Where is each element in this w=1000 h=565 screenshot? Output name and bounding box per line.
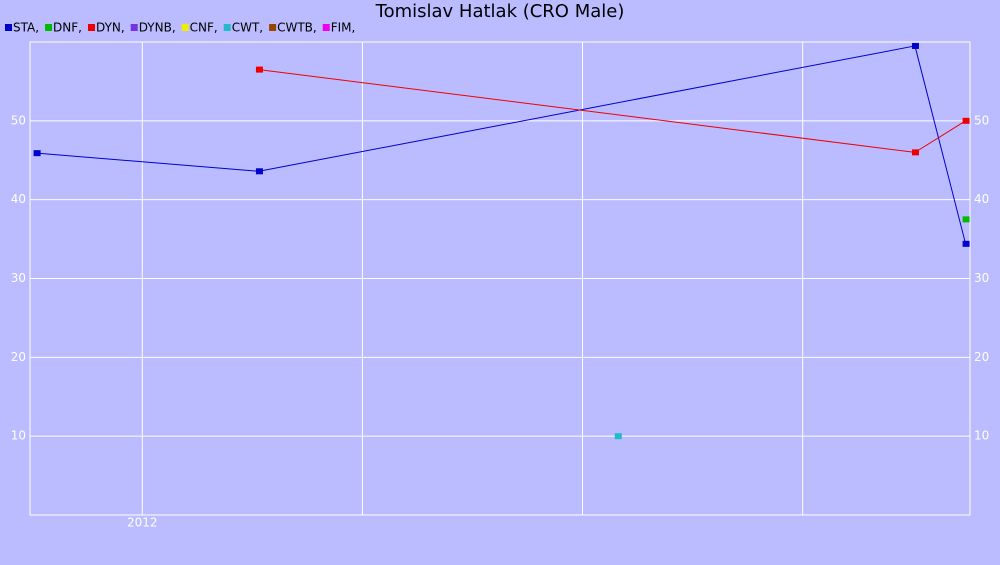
legend-label: DYN, [96,21,125,35]
point [962,216,970,223]
y-tick-label: 30 [11,271,26,285]
legend-swatch [269,24,277,31]
legend-label: CWTB, [277,21,317,35]
point [911,42,919,49]
legend-swatch [130,24,138,31]
point [614,433,622,440]
legend-label: CNF, [190,21,218,35]
y2-tick-label: 20 [974,350,989,364]
y2-tick-label: 10 [974,429,989,443]
y-tick-label: 20 [11,350,26,364]
legend-label: CWT, [232,21,263,35]
y-tick-label: 50 [11,113,26,127]
y-tick-label: 10 [11,429,26,443]
legend-label: STA, [13,21,39,35]
legend-swatch [45,24,53,31]
point [255,168,263,175]
legend-swatch [87,24,95,31]
legend-swatch [5,24,12,31]
legend-swatch [322,24,330,31]
legend-label: DYNB, [139,21,176,35]
x-tick-label: 2012 [127,516,158,530]
point [255,66,263,73]
y2-tick-label: 40 [974,192,989,206]
legend-label: FIM, [331,21,356,35]
y2-tick-label: 50 [974,113,989,127]
point [911,149,919,156]
point [962,117,970,124]
legend-swatch [181,24,189,31]
point [33,150,41,157]
series-line [36,45,967,244]
legend-swatch [223,24,231,31]
point [962,240,970,247]
y-tick-label: 40 [11,192,26,206]
chart-title: Tomislav Hatlak (CRO Male) [375,1,625,22]
y2-tick-label: 30 [974,271,989,285]
legend-label: DNF, [53,21,82,35]
